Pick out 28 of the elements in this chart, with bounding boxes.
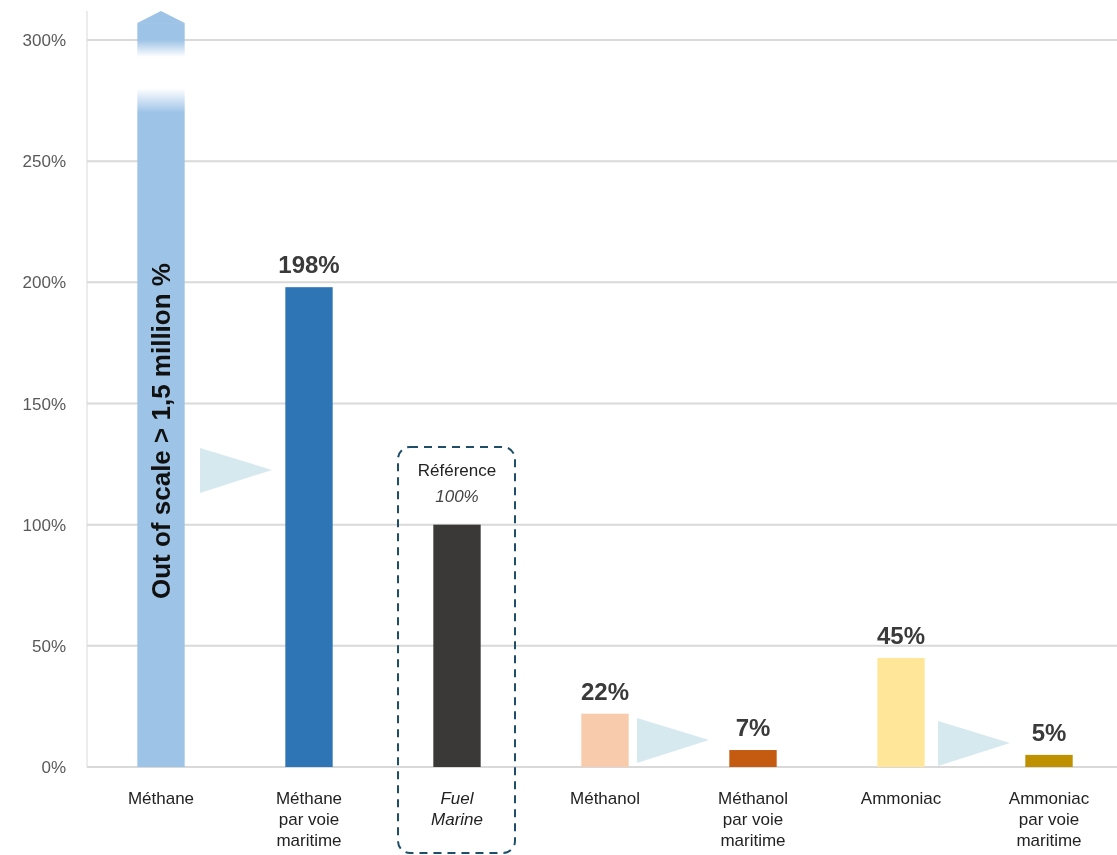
data-label: 45% (876, 621, 926, 649)
y-tick-label: 100% (22, 515, 66, 535)
x-tick-label: Méthane (127, 789, 195, 808)
y-tick-label: 200% (22, 273, 66, 293)
y-tick-label: 300% (22, 31, 66, 50)
y-tick-label: 0% (41, 758, 66, 777)
x-tick-label: Ammoniac par voie maritime (1008, 789, 1090, 850)
x-tick-label: Méthanol par voie maritime (718, 789, 788, 850)
data-label: 22% (580, 677, 630, 705)
y-tick-label: 150% (22, 394, 66, 414)
annotation: 100% (435, 487, 479, 506)
data-label: 198% (278, 251, 340, 279)
x-tick-label: Fuel Marine (431, 789, 483, 829)
annotation: Référence (417, 461, 497, 480)
bar (433, 524, 481, 767)
x-tick-label: Méthane par voie maritime (275, 789, 343, 850)
x-tick-label: Méthanol (570, 789, 640, 808)
y-tick-label: 50% (31, 636, 66, 656)
x-tick-label: Ammoniac (860, 789, 942, 808)
y-tick-label: 250% (22, 152, 66, 172)
annotation: Out of scale > 1,5 million % (146, 263, 176, 599)
bar (285, 287, 333, 767)
bar (581, 713, 629, 767)
bar (729, 750, 777, 767)
data-label: 5% (1031, 718, 1067, 746)
bar (877, 657, 925, 767)
bar (1025, 754, 1073, 767)
data-label: 7% (735, 714, 771, 742)
